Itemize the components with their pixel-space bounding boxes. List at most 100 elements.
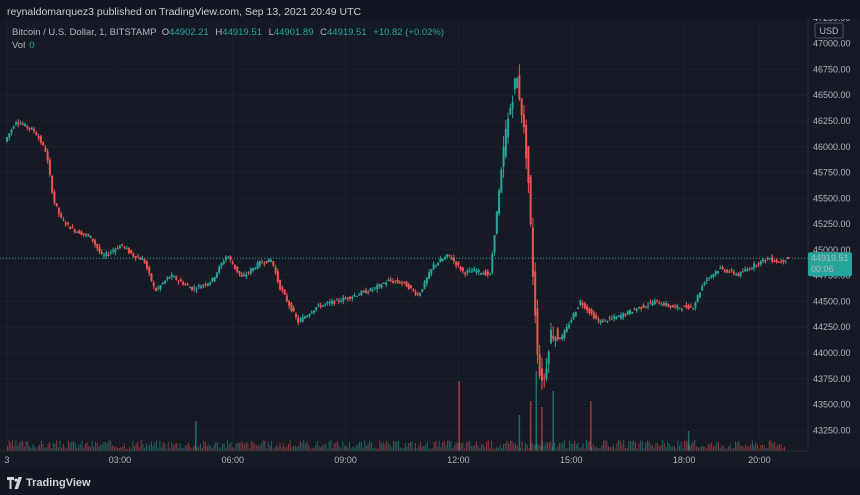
candle-body [450, 257, 453, 260]
candle-body [170, 274, 173, 277]
tradingview-logo-icon[interactable] [7, 477, 23, 489]
candle-body [274, 267, 277, 273]
candle-body [385, 282, 388, 285]
volume-bar [86, 442, 88, 451]
candle-body [660, 304, 663, 306]
volume-bar [83, 447, 85, 451]
volume-bar [84, 443, 86, 451]
volume-bar [73, 441, 75, 451]
candle-body [116, 248, 119, 250]
volume-bar [474, 445, 476, 451]
volume-bar [728, 446, 730, 451]
volume-bar [389, 444, 391, 451]
volume-bar [145, 443, 147, 451]
symbol-name[interactable]: Bitcoin / U.S. Dollar, 1, BITSTAMP [12, 27, 157, 38]
candle-body [125, 247, 128, 249]
candle-body [337, 300, 340, 302]
candle-body [705, 279, 708, 282]
volume-bar [262, 440, 264, 451]
volume-bar [513, 443, 515, 451]
candle-body [394, 280, 397, 282]
volume-bar [701, 445, 703, 451]
footer-brand[interactable]: TradingView [26, 477, 91, 489]
candle-body [696, 295, 699, 302]
volume-bar [714, 445, 716, 451]
volume-value: 0 [29, 40, 35, 51]
volume-bar [606, 440, 608, 451]
volume-bar [479, 448, 481, 451]
volume-bar [42, 443, 44, 451]
volume-bar [296, 447, 298, 451]
candle-body [746, 269, 749, 272]
candle-body [685, 305, 688, 308]
volume-bar [288, 444, 290, 451]
volume-bar [760, 444, 762, 451]
candle-body [554, 337, 557, 341]
volume-bar [66, 448, 68, 451]
candle-body [367, 291, 370, 293]
volume-bar [777, 444, 779, 451]
volume-bar [260, 442, 262, 451]
volume-bar [179, 443, 181, 451]
candle-body [42, 142, 45, 146]
volume-bar [531, 443, 533, 451]
volume-bar [240, 441, 242, 451]
candle-body [267, 258, 270, 263]
candle-body [667, 303, 670, 307]
volume-bar [277, 447, 279, 451]
volume-bar [381, 443, 383, 451]
candle-body [218, 266, 221, 273]
chart-panel[interactable]: 43250.00 43500.00 43750.00 44000.00 44250.00… [0, 19, 860, 469]
candle-body [701, 285, 704, 291]
price-chart[interactable]: 43250.00 43500.00 43750.00 44000.00 44250.00… [0, 19, 860, 469]
volume-bar [155, 440, 157, 451]
volume-bar [323, 444, 325, 451]
candle-body [732, 271, 735, 274]
volume-bar [177, 448, 179, 451]
volume-bar [716, 442, 718, 451]
candle-body [161, 282, 164, 284]
symbol-legend[interactable]: Bitcoin / U.S. Dollar, 1, BITSTAMP O4490… [12, 27, 448, 38]
time-axis[interactable]: 3 03:00 06:00 09:00 12:00 15:00 18:00 20:00 [0, 450, 808, 465]
candle-body [757, 263, 760, 265]
last-price-value: 44919.51 [811, 253, 849, 263]
volume-bar [428, 448, 430, 451]
candle-body [57, 207, 60, 214]
candle-body [87, 234, 90, 236]
volume-bar [672, 446, 674, 451]
volume-bar [629, 440, 631, 451]
volume-bar [259, 445, 261, 451]
candle-body [782, 259, 785, 263]
volume-bar [357, 444, 359, 451]
volume-bar [274, 446, 276, 451]
volume-bar [565, 448, 567, 451]
candle-body [197, 285, 200, 287]
volume-bar [115, 446, 117, 451]
volume-bar [668, 443, 670, 451]
volume-bar [501, 447, 503, 451]
volume-bar [577, 442, 579, 451]
volume-bar [208, 444, 210, 451]
volume-spike [518, 415, 521, 451]
volume-bar [404, 442, 406, 451]
candle-body [123, 246, 126, 248]
candle-body [299, 319, 302, 321]
volume-bar [342, 441, 344, 451]
candle-body [579, 300, 582, 305]
volume-bar [413, 448, 415, 451]
candle-body [531, 227, 534, 277]
volume-bar [276, 444, 278, 451]
candle-body [288, 300, 291, 306]
candle-body [85, 234, 87, 236]
volume-bar [748, 446, 750, 451]
volume-legend[interactable]: Vol 0 [12, 40, 35, 51]
candle-body [592, 312, 595, 319]
candle-body [317, 304, 320, 306]
volume-bar [348, 441, 350, 451]
volume-bar [543, 445, 545, 451]
candle-body [69, 226, 72, 230]
volume-bar [62, 444, 64, 451]
candle-body [414, 291, 417, 295]
volume-bar [475, 441, 477, 451]
price-axis[interactable]: 43250.00 43500.00 43750.00 44000.00 44250.00… [807, 19, 860, 469]
